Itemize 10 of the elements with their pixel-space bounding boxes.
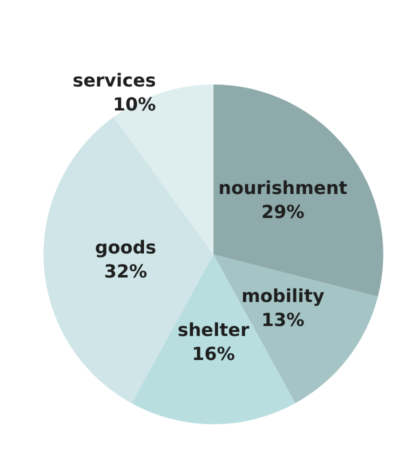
slice-label: nourishment <box>218 178 348 200</box>
data-label: 16% <box>192 344 235 365</box>
data-label: 10% <box>112 94 156 116</box>
slice-label: services <box>72 70 156 92</box>
data-label: 29% <box>261 202 304 224</box>
slice-label: goods <box>95 237 156 258</box>
slice-label: mobility <box>241 286 325 307</box>
slice-label: shelter <box>178 320 250 341</box>
data-label: 13% <box>261 310 304 331</box>
data-label: 32% <box>104 261 148 282</box>
